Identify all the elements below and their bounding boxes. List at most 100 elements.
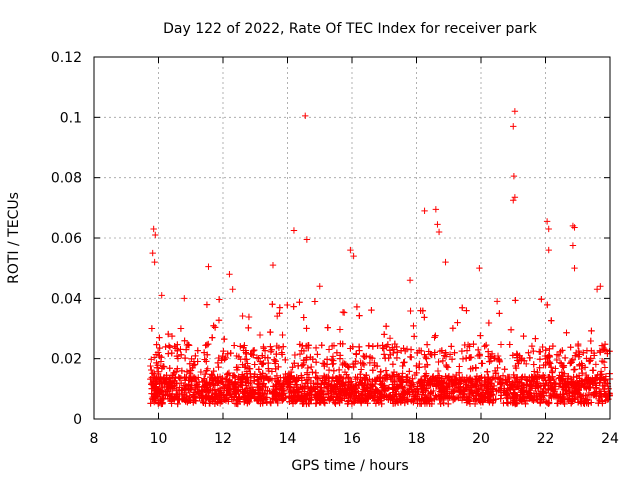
data-point [499, 380, 506, 387]
data-point [166, 344, 174, 351]
data-point [293, 374, 300, 381]
data-point [391, 400, 399, 407]
data-point [422, 372, 430, 379]
data-point [233, 364, 240, 371]
data-point [245, 324, 252, 332]
data-point [428, 351, 435, 359]
data-point [580, 349, 587, 356]
data-point [165, 342, 173, 349]
data-point [215, 363, 222, 371]
data-point [183, 368, 191, 375]
data-point [357, 371, 364, 378]
data-point [171, 343, 178, 350]
data-point [241, 355, 249, 363]
data-point [307, 377, 315, 385]
data-point [273, 342, 281, 350]
data-point [601, 341, 609, 348]
data-point [260, 343, 267, 351]
data-point [512, 362, 519, 370]
data-point [538, 296, 545, 303]
data-point [328, 392, 335, 400]
data-point [531, 378, 539, 386]
data-point [479, 360, 486, 367]
data-point [589, 367, 596, 374]
data-point [260, 359, 267, 367]
data-point [299, 398, 307, 405]
data-point [160, 383, 168, 391]
data-point [563, 329, 570, 336]
data-point [369, 343, 377, 350]
data-point [330, 357, 337, 364]
data-point [390, 378, 398, 386]
data-point [416, 380, 424, 387]
data-point [156, 344, 163, 352]
data-point [277, 374, 284, 381]
data-point [210, 381, 217, 388]
data-point [278, 351, 286, 358]
data-point [417, 307, 424, 314]
data-point [249, 347, 257, 355]
data-point [254, 390, 262, 397]
data-point [478, 391, 485, 399]
data-point [404, 388, 411, 395]
data-point [159, 363, 167, 370]
data-point [288, 389, 295, 396]
data-point [215, 387, 222, 395]
data-point [599, 382, 606, 390]
data-point [488, 375, 496, 383]
data-point [173, 386, 180, 394]
data-point [256, 331, 264, 339]
data-point [261, 389, 268, 397]
data-point [598, 357, 606, 365]
data-point [309, 369, 316, 376]
data-point [573, 378, 581, 386]
data-point [351, 360, 359, 368]
data-point [391, 393, 398, 400]
data-point [267, 328, 274, 336]
data-point [442, 353, 450, 360]
data-point [494, 364, 501, 372]
data-point [499, 372, 507, 379]
data-point [255, 355, 262, 362]
data-point [466, 343, 473, 350]
data-point [459, 304, 466, 311]
data-point [553, 351, 561, 358]
data-point [239, 361, 246, 368]
data-point [243, 368, 251, 375]
data-point [165, 381, 173, 389]
data-point [156, 352, 163, 360]
data-point [291, 351, 299, 359]
data-point [275, 380, 283, 388]
data-point [335, 366, 343, 374]
data-point [295, 389, 303, 396]
data-point [328, 377, 336, 385]
data-point [569, 395, 576, 402]
data-point [296, 299, 303, 306]
data-point [449, 396, 457, 404]
data-point [361, 353, 368, 361]
data-point [201, 377, 208, 384]
data-point [404, 373, 411, 381]
data-point [211, 386, 219, 393]
data-point [325, 390, 332, 397]
data-point [420, 382, 427, 389]
data-point [147, 362, 154, 370]
data-point [418, 347, 425, 355]
data-point [485, 389, 493, 396]
data-point [155, 400, 162, 407]
data-point [439, 357, 447, 365]
data-point [148, 366, 155, 374]
data-point [332, 375, 339, 382]
data-point [378, 400, 385, 408]
data-point [583, 396, 591, 404]
data-point [389, 361, 397, 368]
data-point [544, 374, 552, 381]
data-point [276, 379, 283, 387]
data-point [592, 361, 600, 368]
data-point [325, 366, 333, 374]
data-point [382, 323, 390, 330]
data-point [215, 377, 222, 384]
data-points [147, 108, 614, 408]
data-point [572, 380, 579, 387]
data-point [491, 355, 498, 362]
